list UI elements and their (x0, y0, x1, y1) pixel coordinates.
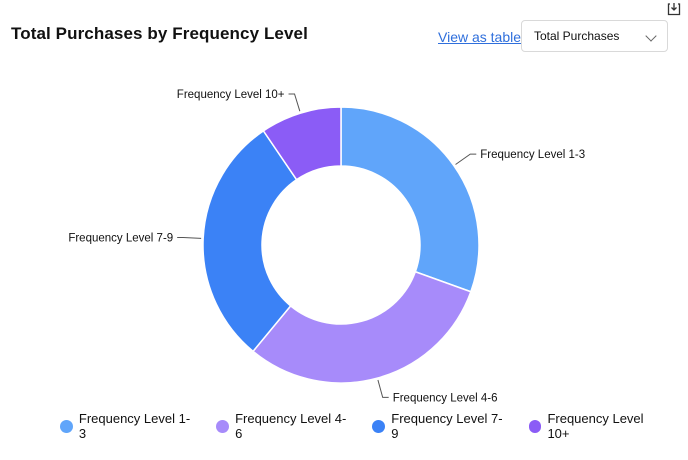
legend-label: Frequency Level 4-6 (235, 411, 347, 441)
leader-line-4 (288, 93, 301, 112)
legend-swatch (60, 419, 73, 433)
donut-slice-2[interactable] (251, 270, 472, 384)
view-as-table-link[interactable]: View as table (438, 29, 522, 45)
leader-line-1 (455, 153, 477, 165)
leader-line-2 (377, 379, 389, 398)
metric-select[interactable]: Total Purchases (521, 20, 668, 52)
chart-legend: Frequency Level 1-3 Frequency Level 4-6 Fr… (60, 411, 688, 441)
slice-label-2: Frequency Level 4-6 (393, 392, 498, 404)
legend-label: Frequency Level 7-9 (391, 411, 503, 441)
donut-slice-1[interactable] (340, 106, 480, 293)
legend-swatch (528, 419, 542, 433)
slice-label-1: Frequency Level 1-3 (480, 149, 585, 161)
legend-swatch (216, 419, 230, 433)
slice-label-4: Frequency Level 10+ (177, 89, 285, 101)
legend-swatch (372, 419, 386, 433)
legend-item-4[interactable]: Frequency Level 10+ (528, 411, 668, 441)
slice-label-3: Frequency Level 7-9 (68, 233, 173, 245)
legend-label: Frequency Level 1-3 (78, 411, 191, 441)
metric-select-value: Total Purchases (534, 29, 620, 43)
chart-title: Total Purchases by Frequency Level (11, 24, 308, 43)
legend-label: Frequency Level 10+ (547, 411, 644, 441)
donut-slice-3[interactable] (202, 129, 298, 353)
download-icon[interactable] (667, 2, 681, 16)
leader-line-3 (177, 237, 202, 239)
legend-item-3[interactable]: Frequency Level 7-9 (372, 411, 508, 441)
legend-item-1[interactable]: Frequency Level 1-3 (60, 411, 196, 441)
legend-item-2[interactable]: Frequency Level 4-6 (216, 411, 352, 441)
donut-slice-4[interactable] (262, 106, 342, 181)
